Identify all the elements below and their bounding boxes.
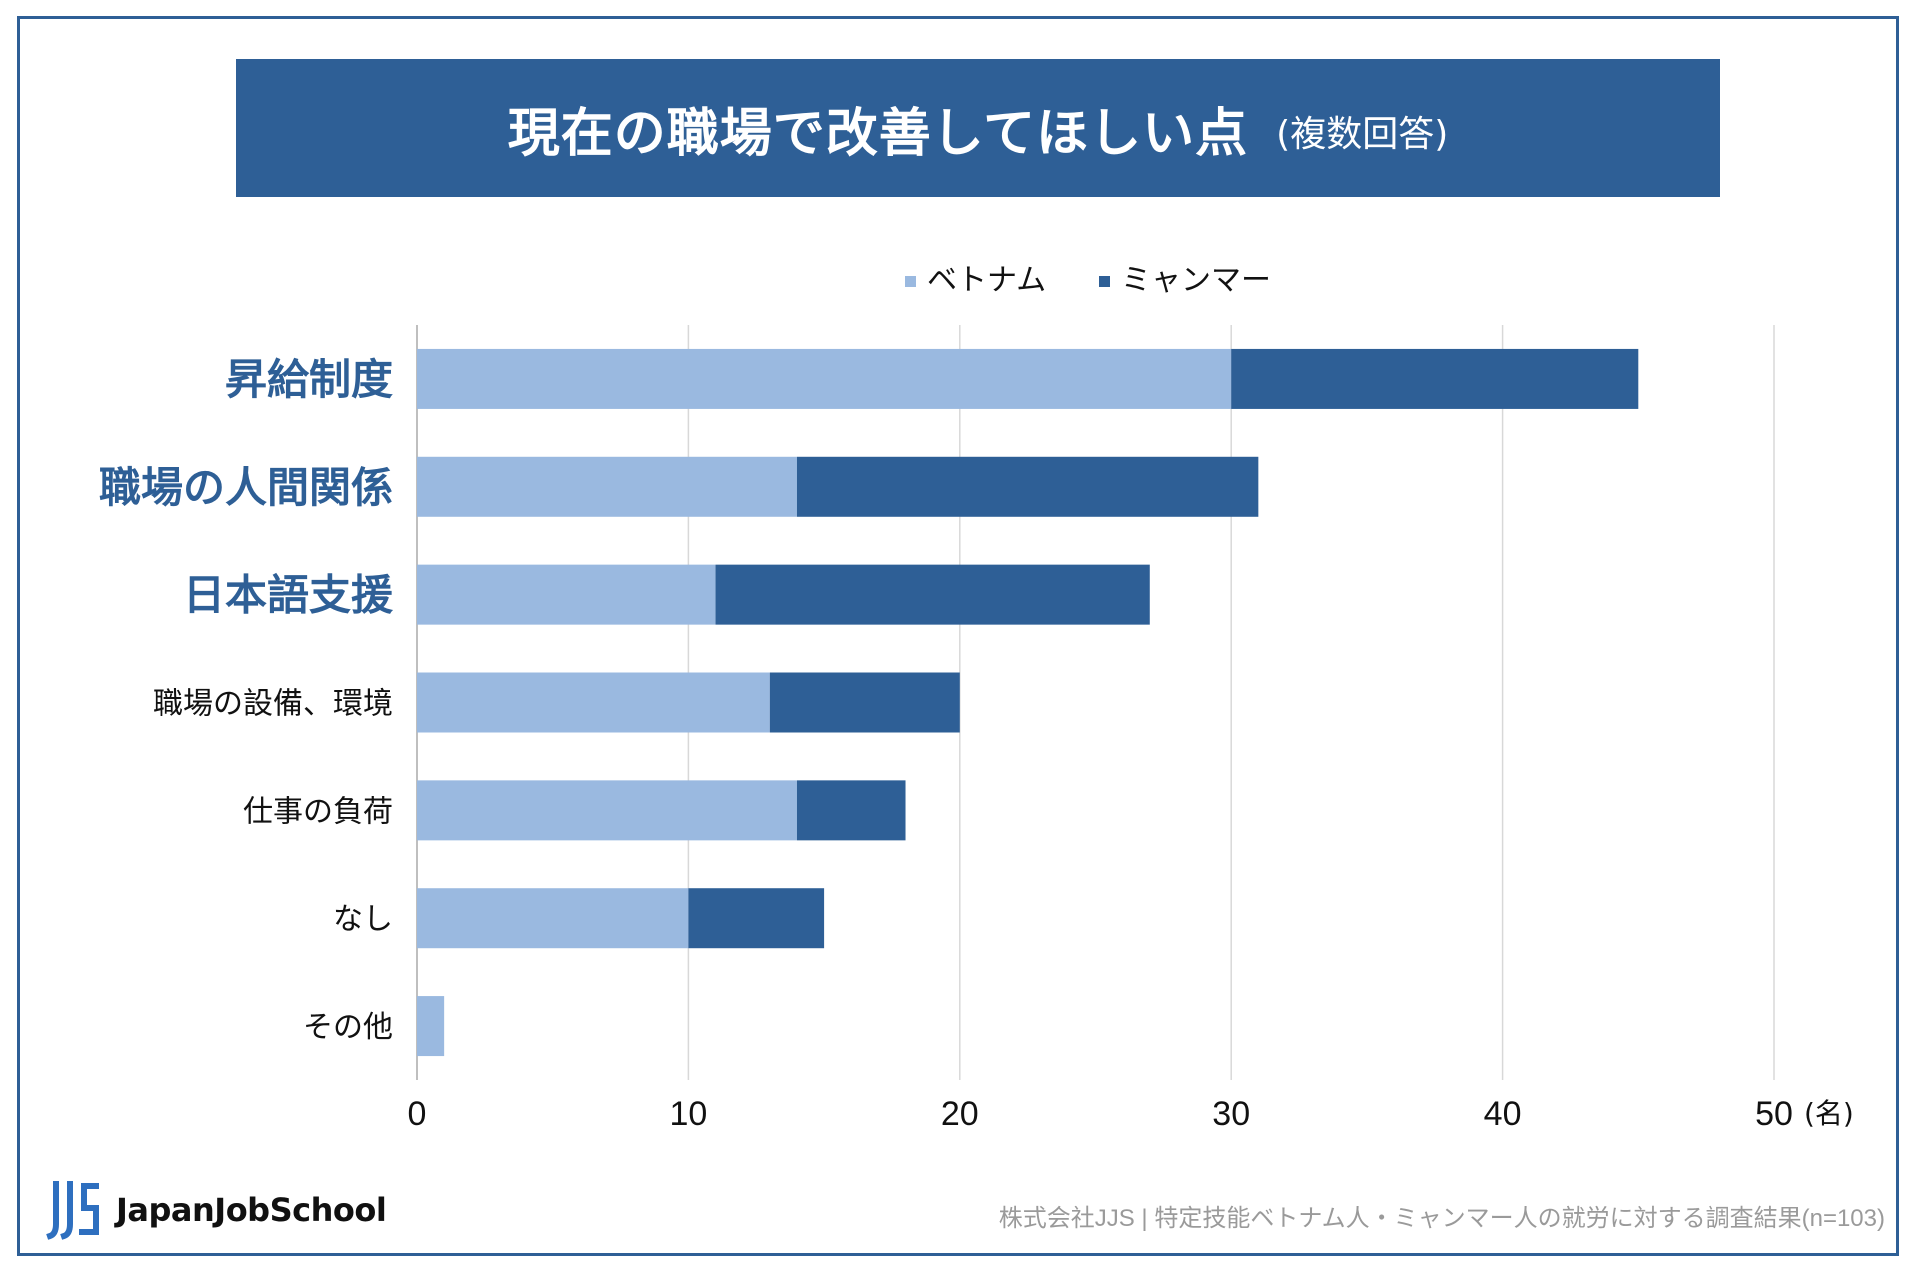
category-label-2: 日本語支援: [183, 571, 394, 620]
outer-frame: [17, 16, 1899, 1256]
footer-logo: JapanJobSchool: [46, 1180, 387, 1240]
bar-myanmar-0: [1231, 348, 1639, 409]
category-label-4: 仕事の負荷: [243, 794, 393, 829]
x-tick-label-0: 0: [408, 1095, 427, 1133]
bar-myanmar-2: [715, 564, 1150, 625]
bar-vietnam-0: [417, 348, 1232, 409]
brand-name: JapanJobSchool: [116, 1191, 387, 1229]
source-note: 株式会社JJS | 特定技能ベトナム人・ミャンマー人の就労に対する調査結果(n=…: [998, 1205, 1885, 1232]
legend-label-myanmar: ミャンマー: [1121, 263, 1271, 298]
legend-swatch-vietnam: [905, 276, 916, 287]
x-unit-label: (名): [1804, 1097, 1854, 1130]
bar-myanmar-1: [796, 456, 1259, 517]
legend-label-vietnam: ベトナム: [927, 263, 1046, 298]
bar-myanmar-4: [796, 780, 906, 841]
bar-vietnam-5: [417, 888, 689, 949]
category-label-3: 職場の設備、環境: [153, 687, 393, 722]
x-tick-label-10: 10: [669, 1095, 707, 1133]
category-label-5: なし: [333, 902, 393, 937]
bar-vietnam-2: [417, 564, 716, 625]
category-label-6: その他: [303, 1010, 393, 1045]
chart-title: 現在の職場で改善してほしい点: [507, 103, 1249, 164]
x-tick-label-20: 20: [941, 1095, 979, 1133]
bar-vietnam-1: [417, 456, 797, 517]
legend-swatch-myanmar: [1099, 276, 1110, 287]
jjs-logo-icon: [46, 1181, 99, 1240]
title-banner: 現在の職場で改善してほしい点 (複数回答): [236, 59, 1720, 197]
bar-myanmar-5: [688, 888, 825, 949]
chart-subtitle: (複数回答): [1276, 114, 1449, 155]
bar-vietnam-3: [417, 672, 770, 733]
bar-vietnam-4: [417, 780, 797, 841]
category-label-0: 昇給制度: [225, 355, 393, 404]
bar-myanmar-3: [769, 672, 960, 733]
bar-vietnam-6: [417, 996, 445, 1057]
x-tick-label-40: 40: [1484, 1095, 1522, 1133]
x-tick-label-30: 30: [1212, 1095, 1250, 1133]
x-tick-label-50: 50: [1755, 1095, 1793, 1133]
category-label-1: 職場の人間関係: [99, 463, 393, 512]
